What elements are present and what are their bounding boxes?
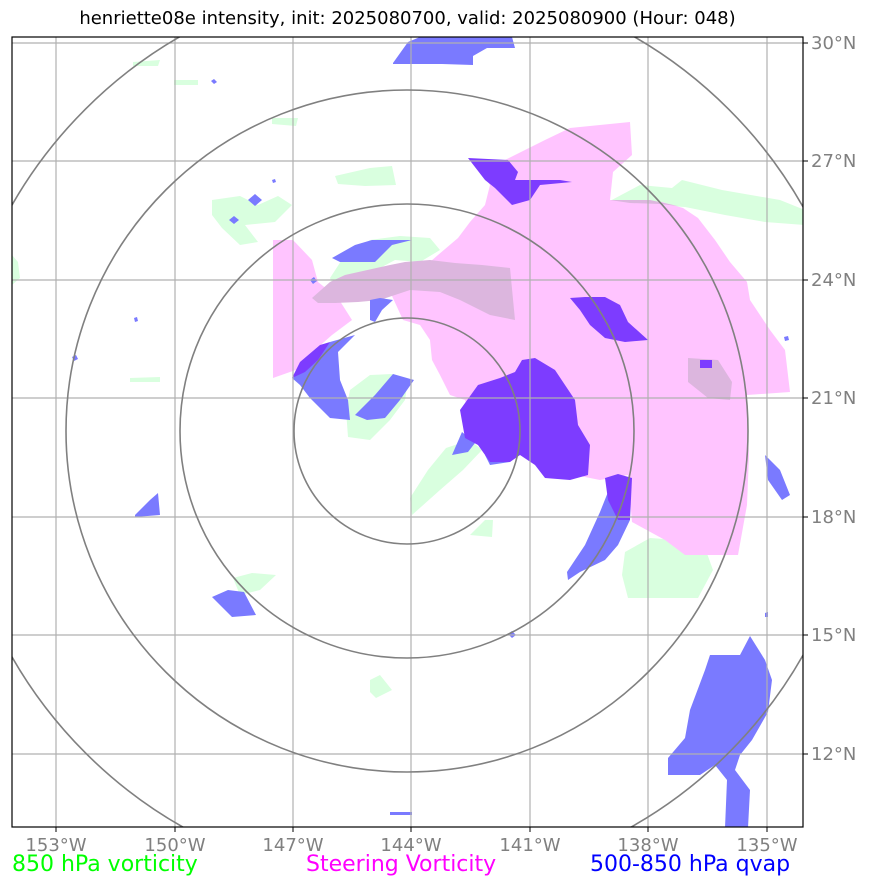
lon-label-144w: 144°W <box>380 835 441 856</box>
lon-ticks <box>55 827 768 832</box>
lon-label-138w: 138°W <box>617 835 678 856</box>
lon-label-150w: 150°W <box>144 835 205 856</box>
lat-label-15n: 15°N <box>811 625 856 646</box>
lat-label-24n: 24°N <box>811 270 856 291</box>
legend-qvap: 500-850 hPa qvap <box>590 852 791 877</box>
graticule <box>12 37 803 827</box>
lat-label-30n: 30°N <box>811 33 856 54</box>
lat-label-12n: 12°N <box>811 744 856 765</box>
vorticity-850-layer <box>12 60 803 698</box>
lat-labels: 30°N 27°N 24°N 21°N 18°N 15°N 12°N <box>811 33 856 765</box>
lon-label-147w: 147°W <box>262 835 323 856</box>
overlap-steering-vorticity-patches <box>312 200 732 400</box>
lat-ticks <box>803 42 808 755</box>
plot-frame <box>11 36 804 828</box>
lon-label-141w: 141°W <box>499 835 560 856</box>
map-title: henriette08e intensity, init: 2025080700… <box>79 8 736 29</box>
lat-label-18n: 18°N <box>811 507 856 528</box>
lon-label-135w: 135°W <box>736 835 797 856</box>
qvap-overlap-layer <box>292 158 712 520</box>
lat-label-21n: 21°N <box>811 388 856 409</box>
lon-labels: 153°W 150°W 147°W 144°W 141°W 138°W 135°… <box>25 835 797 856</box>
range-ring-3 <box>65 89 749 773</box>
legend-850-vorticity: 850 hPa vorticity <box>12 852 198 877</box>
lat-label-27n: 27°N <box>811 151 856 172</box>
lon-label-153w: 153°W <box>25 835 86 856</box>
range-ring-2 <box>179 203 635 659</box>
legend-steering-vorticity: Steering Vorticity <box>306 852 497 877</box>
range-ring-1 <box>293 317 521 545</box>
